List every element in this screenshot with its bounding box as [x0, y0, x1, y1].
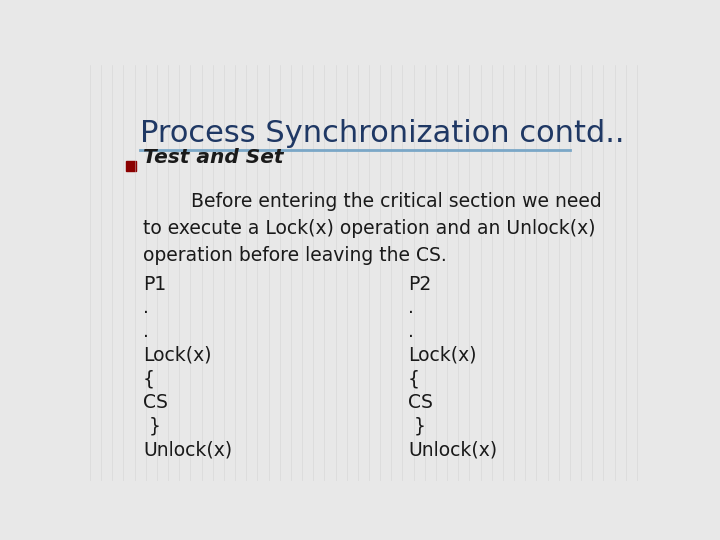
Text: Lock(x): Lock(x)	[143, 346, 212, 365]
Text: P2: P2	[408, 275, 431, 294]
Text: .: .	[143, 322, 149, 341]
Text: {: {	[408, 369, 420, 389]
Text: .: .	[408, 299, 414, 318]
Text: Lock(x): Lock(x)	[408, 346, 477, 365]
Text: P1: P1	[143, 275, 166, 294]
FancyBboxPatch shape	[126, 161, 136, 171]
Text: Test and Set: Test and Set	[143, 147, 284, 167]
Text: {: {	[143, 369, 155, 389]
Text: Unlock(x): Unlock(x)	[408, 441, 498, 460]
Text: }: }	[143, 417, 161, 436]
Text: Process Synchronization contd..: Process Synchronization contd..	[140, 119, 625, 148]
Text: to execute a Lock(x) operation and an Unlock(x): to execute a Lock(x) operation and an Un…	[143, 219, 595, 238]
Text: .: .	[143, 299, 149, 318]
Text: CS: CS	[408, 393, 433, 412]
Text: Before entering the critical section we need: Before entering the critical section we …	[143, 192, 602, 211]
Text: Unlock(x): Unlock(x)	[143, 441, 232, 460]
Text: .: .	[408, 322, 414, 341]
Text: operation before leaving the CS.: operation before leaving the CS.	[143, 246, 446, 265]
Text: }: }	[408, 417, 426, 436]
Text: CS: CS	[143, 393, 168, 412]
